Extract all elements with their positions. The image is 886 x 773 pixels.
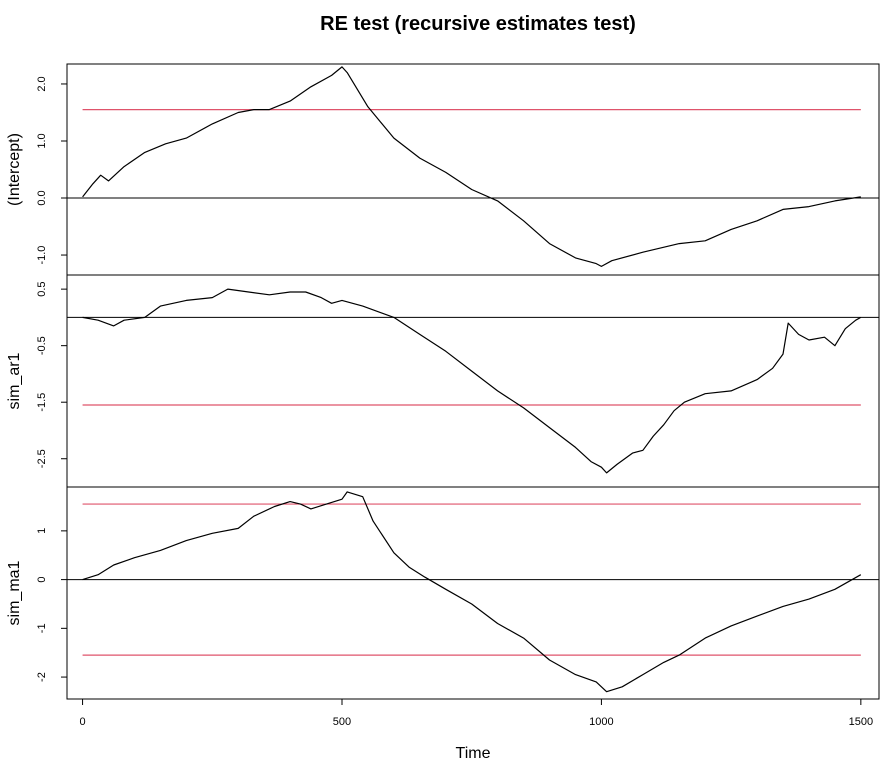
series-line: [82, 66, 861, 267]
y-tick-label: 1: [36, 528, 48, 534]
series-line: [82, 491, 862, 693]
x-tick-label: 1000: [589, 716, 613, 728]
y-tick-label: 1.0: [36, 133, 48, 148]
y-tick-label: -1: [36, 623, 48, 633]
y-tick-label: 0.5: [36, 281, 48, 296]
chart-title: RE test (recursive estimates test): [320, 13, 636, 35]
x-tick-label: 500: [333, 716, 351, 728]
y-tick-label: 0: [36, 577, 48, 583]
y-tick-label: -0.5: [36, 336, 48, 355]
panel-frame: [66, 486, 880, 700]
y-tick-label: -1.5: [36, 393, 48, 412]
panels: 2.0 1.0 0.0 -1.0 (Intercept) 0.5 -0.5 -1.5 -2.5 s…: [6, 63, 880, 700]
panel-frame: [66, 63, 880, 276]
panel-1: 2.0 1.0 0.0 -1.0 (Intercept): [6, 63, 880, 276]
x-tick-label: 1500: [849, 716, 873, 728]
x-axis-label: Time: [456, 745, 491, 762]
y-tick-label: -1.0: [36, 246, 48, 265]
x-tick-label: 0: [80, 716, 86, 728]
y-axis-label: sim_ar1: [6, 352, 23, 409]
y-tick-label: 0.0: [36, 190, 48, 205]
y-axis-label: sim_ma1: [6, 560, 23, 625]
panel-3: 1 0 -1 -2 sim_ma1: [6, 486, 880, 700]
x-axis: 0 500 1000 1500: [80, 698, 873, 728]
y-tick-label: 2.0: [36, 76, 48, 91]
panel-frame: [66, 274, 880, 488]
y-tick-label: -2: [36, 672, 48, 682]
y-axis-label: (Intercept): [6, 133, 23, 206]
y-tick-label: -2.5: [36, 449, 48, 468]
panel-2: 0.5 -0.5 -1.5 -2.5 sim_ar1: [6, 274, 880, 488]
series-line: [82, 288, 862, 474]
